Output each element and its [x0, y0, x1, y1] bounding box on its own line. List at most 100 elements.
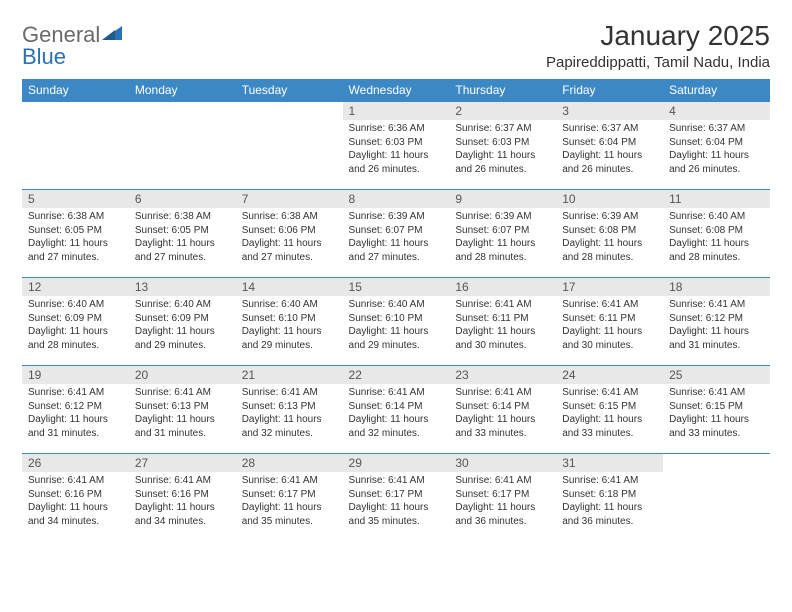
day-details: Sunrise: 6:41 AMSunset: 6:13 PMDaylight:…: [129, 384, 236, 442]
day-details: Sunrise: 6:39 AMSunset: 6:07 PMDaylight:…: [343, 208, 450, 266]
calendar-day-cell: 29Sunrise: 6:41 AMSunset: 6:17 PMDayligh…: [343, 454, 450, 542]
logo-triangle-icon: [102, 24, 122, 40]
day-number: [22, 102, 129, 120]
day-number: 31: [556, 454, 663, 472]
header: GeneralBlue January 2025 Papireddippatti…: [22, 20, 770, 71]
weekday-header: Monday: [129, 79, 236, 102]
day-number: 13: [129, 278, 236, 296]
calendar-day-cell: 25Sunrise: 6:41 AMSunset: 6:15 PMDayligh…: [663, 366, 770, 454]
day-details: Sunrise: 6:41 AMSunset: 6:17 PMDaylight:…: [449, 472, 556, 530]
day-number: 22: [343, 366, 450, 384]
day-details: Sunrise: 6:41 AMSunset: 6:18 PMDaylight:…: [556, 472, 663, 530]
calendar-day-cell: 6Sunrise: 6:38 AMSunset: 6:05 PMDaylight…: [129, 190, 236, 278]
calendar-day-cell: 3Sunrise: 6:37 AMSunset: 6:04 PMDaylight…: [556, 102, 663, 190]
day-details: Sunrise: 6:41 AMSunset: 6:16 PMDaylight:…: [22, 472, 129, 530]
day-number: 1: [343, 102, 450, 120]
calendar-day-cell: [22, 102, 129, 190]
day-number: 10: [556, 190, 663, 208]
day-number: 19: [22, 366, 129, 384]
calendar-day-cell: 7Sunrise: 6:38 AMSunset: 6:06 PMDaylight…: [236, 190, 343, 278]
day-details: Sunrise: 6:41 AMSunset: 6:12 PMDaylight:…: [663, 296, 770, 354]
calendar-day-cell: 5Sunrise: 6:38 AMSunset: 6:05 PMDaylight…: [22, 190, 129, 278]
calendar-day-cell: 14Sunrise: 6:40 AMSunset: 6:10 PMDayligh…: [236, 278, 343, 366]
logo: GeneralBlue: [22, 20, 122, 68]
day-number: 2: [449, 102, 556, 120]
day-number: 6: [129, 190, 236, 208]
day-number: 5: [22, 190, 129, 208]
day-details: Sunrise: 6:41 AMSunset: 6:11 PMDaylight:…: [556, 296, 663, 354]
day-details: Sunrise: 6:37 AMSunset: 6:03 PMDaylight:…: [449, 120, 556, 178]
day-details: Sunrise: 6:41 AMSunset: 6:13 PMDaylight:…: [236, 384, 343, 442]
calendar-day-cell: [129, 102, 236, 190]
day-number: 26: [22, 454, 129, 472]
day-number: 27: [129, 454, 236, 472]
calendar-day-cell: 1Sunrise: 6:36 AMSunset: 6:03 PMDaylight…: [343, 102, 450, 190]
day-details: Sunrise: 6:40 AMSunset: 6:10 PMDaylight:…: [343, 296, 450, 354]
day-number: 4: [663, 102, 770, 120]
calendar-week-row: 19Sunrise: 6:41 AMSunset: 6:12 PMDayligh…: [22, 366, 770, 454]
day-details: Sunrise: 6:40 AMSunset: 6:09 PMDaylight:…: [22, 296, 129, 354]
day-details: Sunrise: 6:38 AMSunset: 6:06 PMDaylight:…: [236, 208, 343, 266]
day-number: 18: [663, 278, 770, 296]
logo-text-general: General: [22, 24, 100, 46]
day-details: Sunrise: 6:37 AMSunset: 6:04 PMDaylight:…: [663, 120, 770, 178]
day-details: Sunrise: 6:41 AMSunset: 6:15 PMDaylight:…: [663, 384, 770, 442]
calendar-day-cell: [236, 102, 343, 190]
day-number: 11: [663, 190, 770, 208]
calendar-day-cell: 10Sunrise: 6:39 AMSunset: 6:08 PMDayligh…: [556, 190, 663, 278]
day-number: [236, 102, 343, 120]
day-number: 21: [236, 366, 343, 384]
day-number: 29: [343, 454, 450, 472]
calendar-day-cell: 2Sunrise: 6:37 AMSunset: 6:03 PMDaylight…: [449, 102, 556, 190]
day-number: 17: [556, 278, 663, 296]
title-block: January 2025 Papireddippatti, Tamil Nadu…: [546, 20, 770, 71]
calendar-week-row: 12Sunrise: 6:40 AMSunset: 6:09 PMDayligh…: [22, 278, 770, 366]
weekday-header: Sunday: [22, 79, 129, 102]
day-number: 3: [556, 102, 663, 120]
day-details: Sunrise: 6:39 AMSunset: 6:08 PMDaylight:…: [556, 208, 663, 266]
calendar-day-cell: 13Sunrise: 6:40 AMSunset: 6:09 PMDayligh…: [129, 278, 236, 366]
location-text: Papireddippatti, Tamil Nadu, India: [546, 54, 770, 71]
calendar-day-cell: 8Sunrise: 6:39 AMSunset: 6:07 PMDaylight…: [343, 190, 450, 278]
calendar-week-row: 5Sunrise: 6:38 AMSunset: 6:05 PMDaylight…: [22, 190, 770, 278]
day-details: Sunrise: 6:41 AMSunset: 6:14 PMDaylight:…: [343, 384, 450, 442]
day-details: Sunrise: 6:41 AMSunset: 6:11 PMDaylight:…: [449, 296, 556, 354]
day-number: 14: [236, 278, 343, 296]
day-details: Sunrise: 6:40 AMSunset: 6:09 PMDaylight:…: [129, 296, 236, 354]
day-details: Sunrise: 6:36 AMSunset: 6:03 PMDaylight:…: [343, 120, 450, 178]
day-details: Sunrise: 6:41 AMSunset: 6:12 PMDaylight:…: [22, 384, 129, 442]
day-details: Sunrise: 6:40 AMSunset: 6:10 PMDaylight:…: [236, 296, 343, 354]
calendar-day-cell: 22Sunrise: 6:41 AMSunset: 6:14 PMDayligh…: [343, 366, 450, 454]
logo-text-blue: Blue: [22, 46, 122, 68]
day-details: Sunrise: 6:39 AMSunset: 6:07 PMDaylight:…: [449, 208, 556, 266]
day-details: Sunrise: 6:37 AMSunset: 6:04 PMDaylight:…: [556, 120, 663, 178]
calendar-day-cell: 19Sunrise: 6:41 AMSunset: 6:12 PMDayligh…: [22, 366, 129, 454]
calendar-day-cell: 30Sunrise: 6:41 AMSunset: 6:17 PMDayligh…: [449, 454, 556, 542]
day-details: Sunrise: 6:41 AMSunset: 6:14 PMDaylight:…: [449, 384, 556, 442]
day-number: 16: [449, 278, 556, 296]
day-number: 15: [343, 278, 450, 296]
weekday-header: Wednesday: [343, 79, 450, 102]
calendar-day-cell: 17Sunrise: 6:41 AMSunset: 6:11 PMDayligh…: [556, 278, 663, 366]
calendar-day-cell: 20Sunrise: 6:41 AMSunset: 6:13 PMDayligh…: [129, 366, 236, 454]
weekday-header: Saturday: [663, 79, 770, 102]
day-details: Sunrise: 6:41 AMSunset: 6:15 PMDaylight:…: [556, 384, 663, 442]
calendar-day-cell: 28Sunrise: 6:41 AMSunset: 6:17 PMDayligh…: [236, 454, 343, 542]
weekday-header-row: SundayMondayTuesdayWednesdayThursdayFrid…: [22, 79, 770, 102]
day-number: 20: [129, 366, 236, 384]
calendar-day-cell: 16Sunrise: 6:41 AMSunset: 6:11 PMDayligh…: [449, 278, 556, 366]
day-number: 23: [449, 366, 556, 384]
month-title: January 2025: [546, 20, 770, 52]
calendar-day-cell: 21Sunrise: 6:41 AMSunset: 6:13 PMDayligh…: [236, 366, 343, 454]
day-number: 24: [556, 366, 663, 384]
day-number: [663, 454, 770, 472]
day-number: 12: [22, 278, 129, 296]
calendar-day-cell: 11Sunrise: 6:40 AMSunset: 6:08 PMDayligh…: [663, 190, 770, 278]
calendar-day-cell: 4Sunrise: 6:37 AMSunset: 6:04 PMDaylight…: [663, 102, 770, 190]
weekday-header: Tuesday: [236, 79, 343, 102]
day-number: 7: [236, 190, 343, 208]
calendar-day-cell: 31Sunrise: 6:41 AMSunset: 6:18 PMDayligh…: [556, 454, 663, 542]
day-number: [129, 102, 236, 120]
calendar-day-cell: 18Sunrise: 6:41 AMSunset: 6:12 PMDayligh…: [663, 278, 770, 366]
calendar-day-cell: 24Sunrise: 6:41 AMSunset: 6:15 PMDayligh…: [556, 366, 663, 454]
